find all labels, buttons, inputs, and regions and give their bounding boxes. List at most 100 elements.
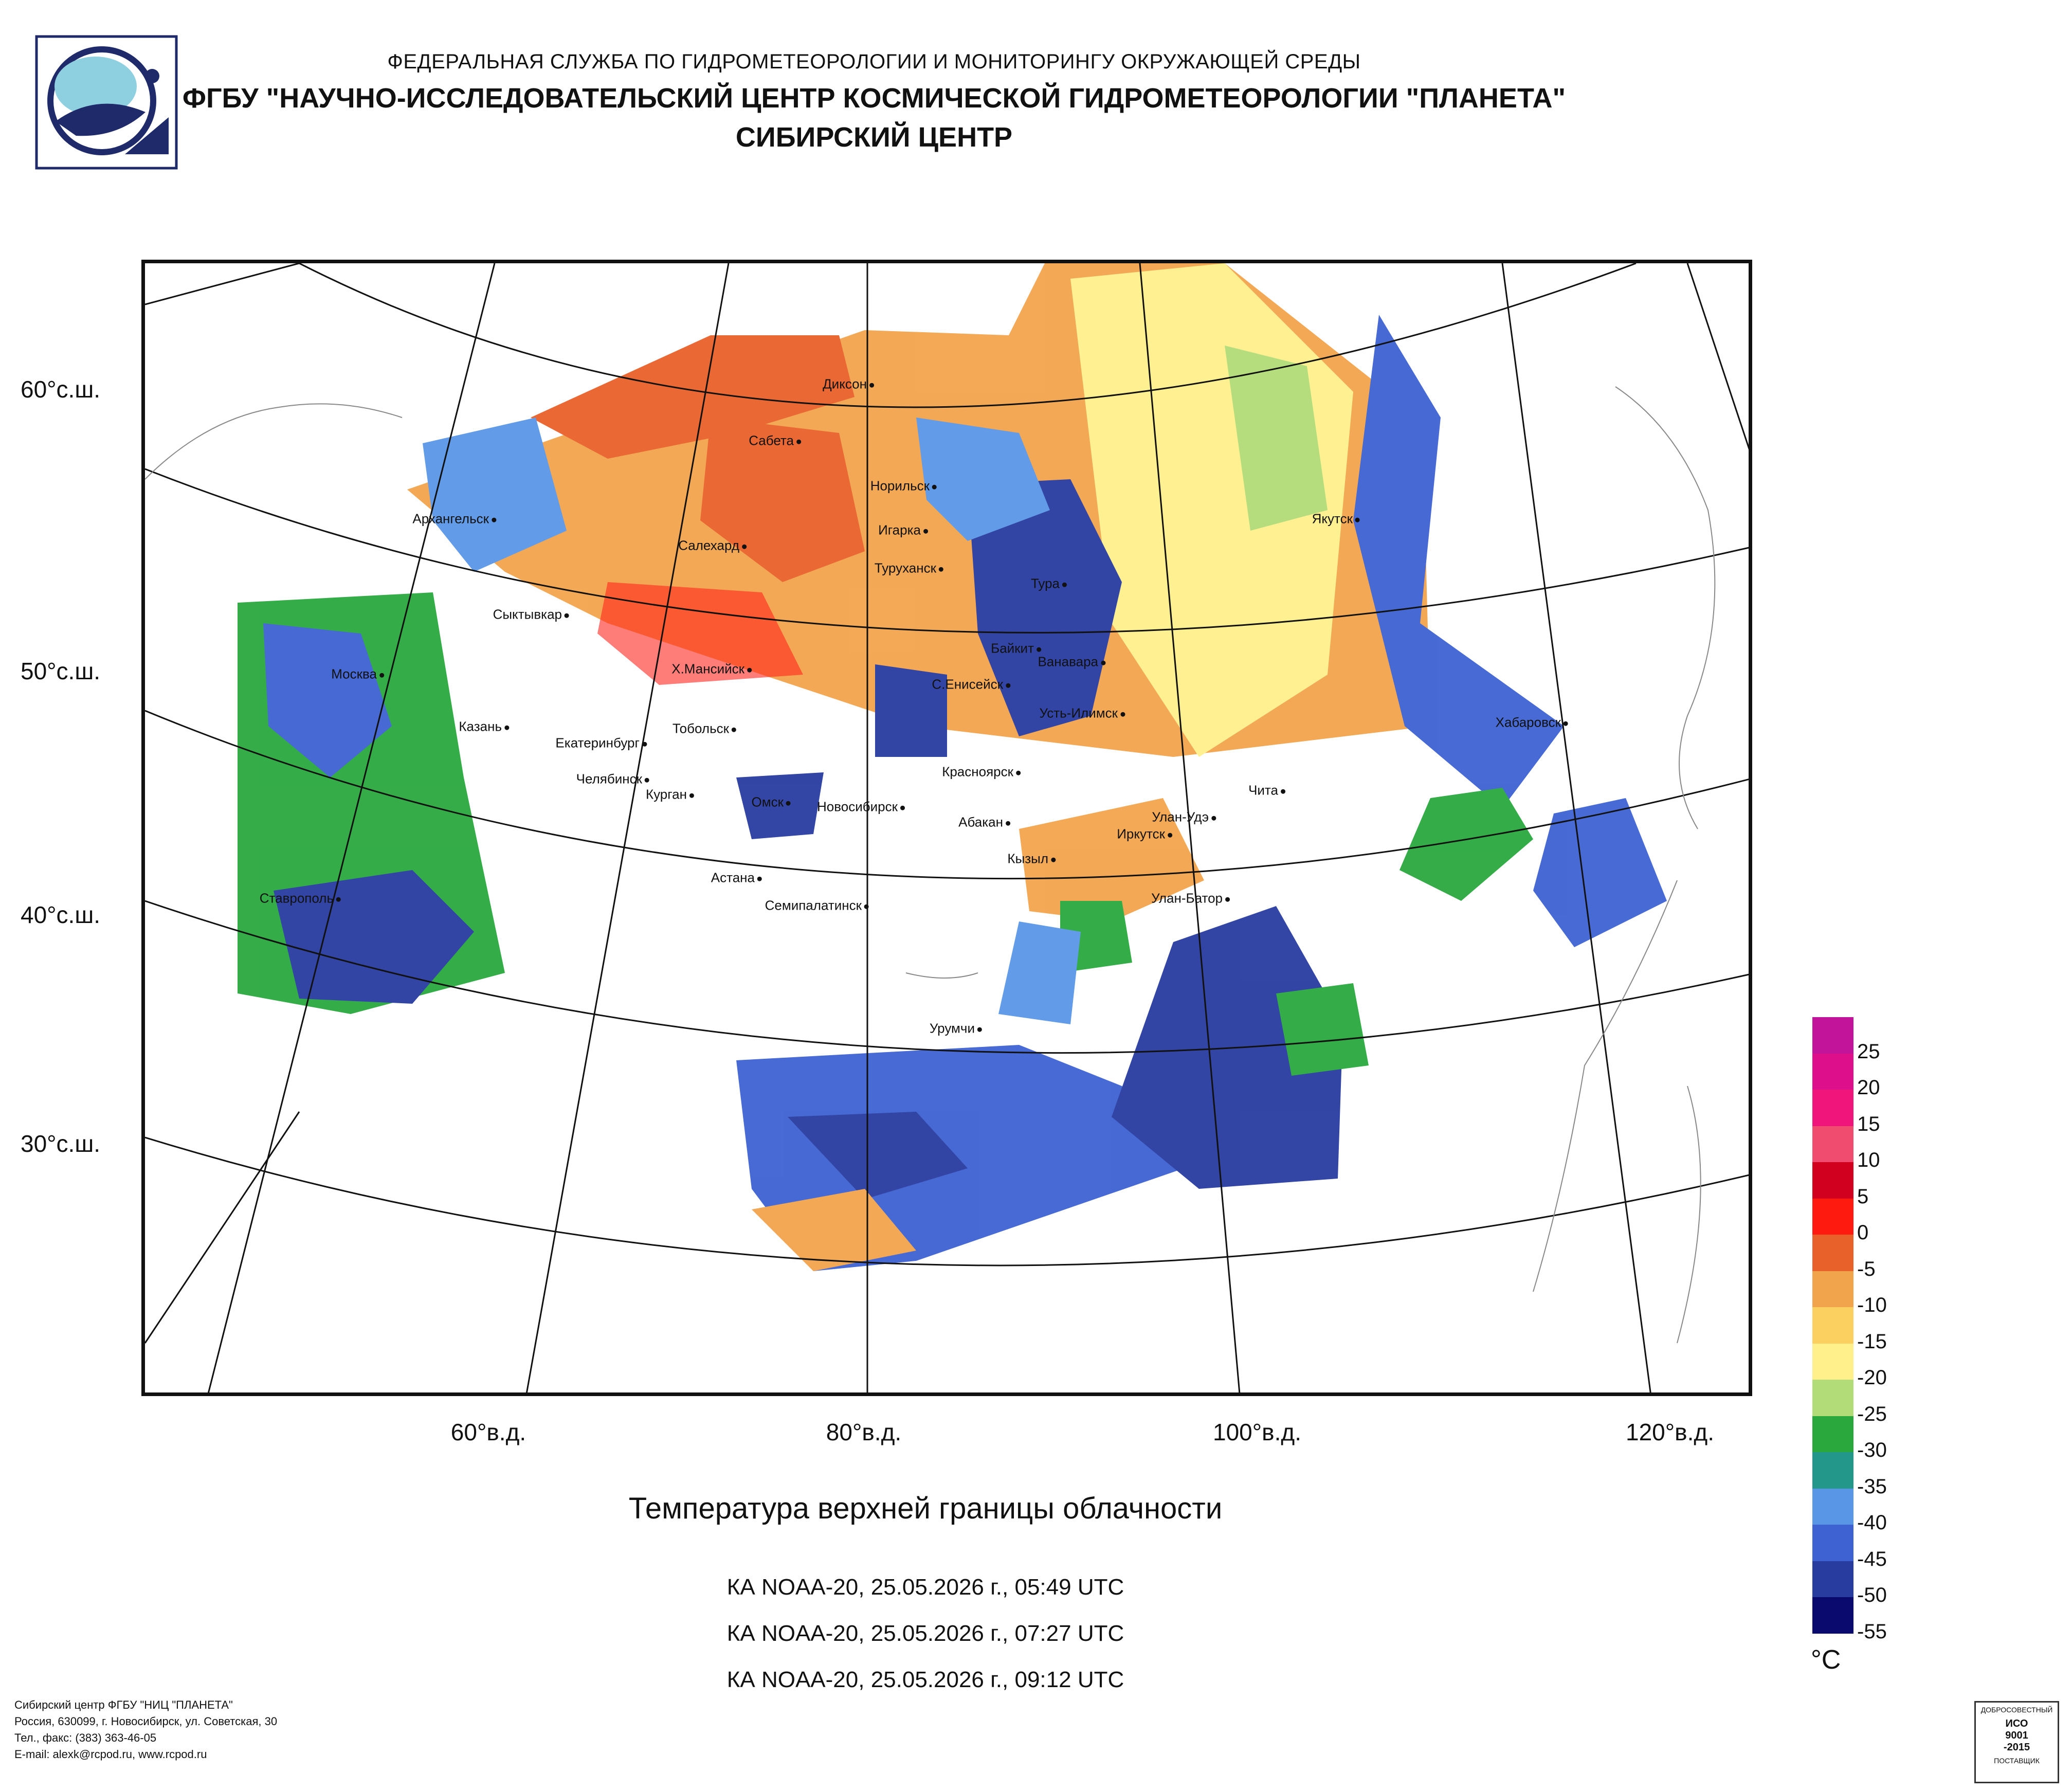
legend-tick-label: 0 bbox=[1857, 1221, 1869, 1244]
legend-swatch bbox=[1812, 1525, 1853, 1561]
legend-tick-label: -15 bbox=[1857, 1330, 1887, 1353]
city-label: Челябинск bbox=[576, 771, 649, 787]
legend-tick-label: 10 bbox=[1857, 1149, 1880, 1171]
legend-tick-label: 15 bbox=[1857, 1112, 1880, 1135]
city-label: Иркутск bbox=[1117, 826, 1172, 842]
lon-label-80: 80°в.д. bbox=[826, 1419, 902, 1445]
legend-tick-label: -20 bbox=[1857, 1366, 1887, 1389]
badge-bottom: ПОСТАВЩИК bbox=[1994, 1757, 2040, 1765]
legend-swatch bbox=[1812, 1488, 1853, 1525]
footer-org: Сибирский центр ФГБУ "НИЦ "ПЛАНЕТА" bbox=[14, 1698, 233, 1711]
city-label: Москва bbox=[331, 666, 384, 682]
city-label: Улан-Удэ bbox=[1152, 809, 1216, 825]
footer-contacts: Сибирский центр ФГБУ "НИЦ "ПЛАНЕТА" Росс… bbox=[14, 1697, 277, 1763]
city-label: Ванавара bbox=[1038, 654, 1105, 670]
lat-label-60: 60°с.ш. bbox=[21, 376, 101, 403]
city-label: Байкит bbox=[991, 640, 1041, 656]
badge-number: 9001 bbox=[2005, 1730, 2028, 1741]
legend-swatch bbox=[1812, 1162, 1853, 1199]
city-label: Архангельск bbox=[412, 511, 496, 527]
legend-swatch bbox=[1812, 1416, 1853, 1452]
city-label: Якутск bbox=[1312, 511, 1360, 527]
city-label: Сыктывкар bbox=[493, 606, 569, 622]
footer-email: E-mail: alexk@rcpod.ru, www.rcpod.ru bbox=[14, 1748, 207, 1761]
legend-swatch bbox=[1812, 1271, 1853, 1307]
city-label: Абакан bbox=[958, 814, 1010, 830]
legend-tick-label: 25 bbox=[1857, 1040, 1880, 1063]
legend-tick-label: -40 bbox=[1857, 1511, 1887, 1534]
city-label: Тура bbox=[1031, 575, 1067, 591]
satellite-map bbox=[141, 260, 1752, 1396]
legend-swatch bbox=[1812, 1380, 1853, 1416]
legend-swatch bbox=[1812, 1198, 1853, 1235]
coastlines bbox=[145, 386, 1716, 1344]
legend-tick-label: -35 bbox=[1857, 1475, 1887, 1498]
lon-label-120: 120°в.д. bbox=[1626, 1419, 1714, 1445]
city-label: Красноярск bbox=[942, 764, 1021, 780]
legend-swatch bbox=[1812, 1090, 1853, 1126]
badge-top: ДОБРОСОВЕСТНЫЙ bbox=[1980, 1706, 2053, 1714]
city-label: Новосибирск bbox=[817, 799, 905, 815]
legend-swatch bbox=[1812, 1452, 1853, 1489]
city-label: Омск bbox=[752, 794, 791, 810]
lat-label-30: 30°с.ш. bbox=[21, 1130, 101, 1157]
header-institute: ФГБУ "НАУЧНО-ИССЛЕДОВАТЕЛЬСКИЙ ЦЕНТР КОС… bbox=[182, 83, 1566, 114]
city-label: Тобольск bbox=[673, 720, 736, 736]
city-label: Диксон bbox=[823, 376, 874, 392]
city-label: Х.Мансийск bbox=[671, 661, 752, 677]
city-label: Астана bbox=[711, 870, 762, 885]
city-label: Семипалатинск bbox=[765, 897, 869, 913]
city-label: Игарка bbox=[878, 522, 928, 538]
lon-label-100: 100°в.д. bbox=[1213, 1419, 1301, 1445]
temperature-legend bbox=[1812, 1017, 1853, 1634]
legend-tick-label: -10 bbox=[1857, 1294, 1887, 1316]
city-label: С.Енисейск bbox=[932, 676, 1010, 692]
legend-swatch bbox=[1812, 1561, 1853, 1597]
footer-phone: Тел., факс: (383) 363-46-05 bbox=[14, 1731, 157, 1744]
lat-label-50: 50°с.ш. bbox=[21, 658, 101, 684]
legend-swatch bbox=[1812, 1597, 1853, 1634]
city-label: Екатеринбург bbox=[555, 735, 647, 751]
city-label: Ставрополь bbox=[260, 890, 341, 906]
city-label: Казань bbox=[459, 718, 509, 734]
map-title: Температура верхней границы облачности bbox=[628, 1492, 1223, 1525]
pass-info: КА NOAA-20, 25.05.2026 г., 05:49 UTC bbox=[726, 1575, 1124, 1600]
graticule bbox=[145, 263, 1749, 1392]
legend-swatch bbox=[1812, 1307, 1853, 1344]
header-agency: ФЕДЕРАЛЬНАЯ СЛУЖБА ПО ГИДРОМЕТЕОРОЛОГИИ … bbox=[387, 50, 1361, 73]
city-label: Норильск bbox=[870, 478, 937, 494]
legend-swatch bbox=[1812, 1343, 1853, 1380]
city-label: Сабета bbox=[749, 432, 801, 448]
legend-tick-label: -55 bbox=[1857, 1620, 1887, 1643]
city-label: Усть-Илимск bbox=[1039, 705, 1125, 721]
city-label: Чита bbox=[1248, 782, 1285, 798]
iso-certificate-badge: ДОБРОСОВЕСТНЫЙ ИСО 9001 -2015 ПОСТАВЩИК bbox=[1974, 1701, 2059, 1783]
lat-label-40: 40°с.ш. bbox=[21, 901, 101, 928]
city-label: Салехард bbox=[678, 537, 747, 553]
legend-tick-label: 5 bbox=[1857, 1185, 1869, 1208]
badge-year: -2015 bbox=[2003, 1742, 2030, 1753]
badge-iso: ИСО bbox=[2005, 1718, 2028, 1729]
city-label: Кызыл bbox=[1007, 851, 1056, 866]
pass-info: КА NOAA-20, 25.05.2026 г., 07:27 UTC bbox=[726, 1621, 1124, 1646]
legend-swatch bbox=[1812, 1017, 1853, 1054]
legend-tick-label: -5 bbox=[1857, 1257, 1876, 1280]
legend-tick-label: -30 bbox=[1857, 1439, 1887, 1461]
legend-tick-label: -50 bbox=[1857, 1584, 1887, 1606]
legend-tick-label: -45 bbox=[1857, 1547, 1887, 1570]
planeta-logo bbox=[35, 35, 178, 170]
legend-tick-label: 20 bbox=[1857, 1076, 1880, 1099]
legend-unit: °C bbox=[1811, 1645, 1841, 1675]
legend-swatch bbox=[1812, 1235, 1853, 1271]
pass-info: КА NOAA-20, 25.05.2026 г., 09:12 UTC bbox=[726, 1667, 1124, 1692]
header-center: СИБИРСКИЙ ЦЕНТР bbox=[735, 122, 1013, 153]
legend-tick-label: -25 bbox=[1857, 1402, 1887, 1425]
lon-label-60: 60°в.д. bbox=[450, 1419, 526, 1445]
city-label: Улан-Батор bbox=[1151, 890, 1230, 906]
legend-swatch bbox=[1812, 1126, 1853, 1162]
city-label: Урумчи bbox=[930, 1020, 982, 1036]
legend-swatch bbox=[1812, 1053, 1853, 1090]
footer-address: Россия, 630099, г. Новосибирск, ул. Сове… bbox=[14, 1715, 278, 1728]
city-label: Туруханск bbox=[875, 560, 943, 576]
city-label: Курган bbox=[646, 786, 694, 802]
